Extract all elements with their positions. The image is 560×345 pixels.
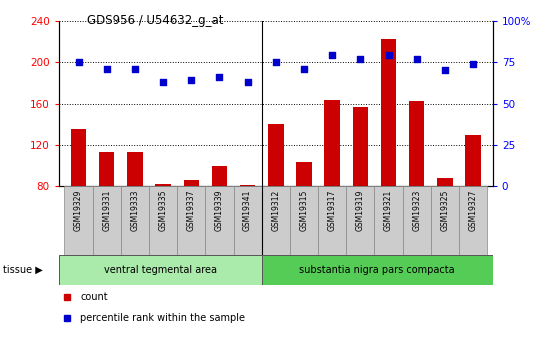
Text: GSM19321: GSM19321 <box>384 190 393 231</box>
Bar <box>234 186 262 255</box>
Text: GSM19312: GSM19312 <box>271 190 281 231</box>
Bar <box>59 255 262 285</box>
Point <box>440 68 449 73</box>
Bar <box>71 129 86 186</box>
Text: GSM19341: GSM19341 <box>243 190 252 231</box>
Bar <box>353 107 368 186</box>
Point <box>74 59 83 65</box>
Bar <box>177 186 206 255</box>
Bar <box>212 166 227 186</box>
Point <box>384 52 393 58</box>
Text: GSM19333: GSM19333 <box>130 190 139 231</box>
Point <box>469 61 478 67</box>
Text: tissue ▶: tissue ▶ <box>3 265 43 275</box>
Text: substantia nigra pars compacta: substantia nigra pars compacta <box>300 265 455 275</box>
Bar <box>318 186 346 255</box>
Bar <box>324 100 340 186</box>
Text: GSM19337: GSM19337 <box>186 190 196 231</box>
Bar <box>381 39 396 186</box>
Point <box>243 79 252 85</box>
Text: percentile rank within the sample: percentile rank within the sample <box>81 313 245 323</box>
Point <box>130 67 139 72</box>
Bar <box>290 186 318 255</box>
Bar <box>127 152 143 186</box>
Bar <box>296 162 312 186</box>
Text: GSM19317: GSM19317 <box>328 190 337 231</box>
Bar <box>155 184 171 186</box>
Bar <box>268 124 283 186</box>
Bar <box>409 101 424 186</box>
Bar <box>262 255 493 285</box>
Bar <box>403 186 431 255</box>
Bar <box>375 186 403 255</box>
Text: GSM19325: GSM19325 <box>440 190 449 231</box>
Text: ventral tegmental area: ventral tegmental area <box>104 265 217 275</box>
Bar <box>206 186 234 255</box>
Bar <box>346 186 375 255</box>
Point <box>328 52 337 58</box>
Point <box>187 77 196 82</box>
Bar <box>121 186 149 255</box>
Text: GSM19327: GSM19327 <box>469 190 478 231</box>
Text: GSM19323: GSM19323 <box>412 190 421 231</box>
Point <box>215 74 224 79</box>
Text: count: count <box>81 292 108 302</box>
Point <box>271 59 280 65</box>
Bar <box>240 185 255 186</box>
Point <box>102 67 111 72</box>
Text: GSM19319: GSM19319 <box>356 190 365 231</box>
Text: GSM19329: GSM19329 <box>74 190 83 231</box>
Bar <box>184 180 199 186</box>
Text: GSM19315: GSM19315 <box>300 190 309 231</box>
Text: GSM19335: GSM19335 <box>158 190 167 231</box>
Bar <box>92 186 121 255</box>
Point <box>412 56 421 62</box>
Bar <box>437 178 452 186</box>
Text: GDS956 / U54632_g_at: GDS956 / U54632_g_at <box>87 14 223 27</box>
Text: GSM19339: GSM19339 <box>215 190 224 231</box>
Point <box>158 79 167 85</box>
Bar <box>431 186 459 255</box>
Text: GSM19331: GSM19331 <box>102 190 111 231</box>
Bar <box>99 152 114 186</box>
Bar <box>262 186 290 255</box>
Point <box>300 67 309 72</box>
Bar <box>459 186 487 255</box>
Point <box>356 56 365 62</box>
Bar <box>64 186 92 255</box>
Bar <box>149 186 177 255</box>
Bar <box>465 135 481 186</box>
